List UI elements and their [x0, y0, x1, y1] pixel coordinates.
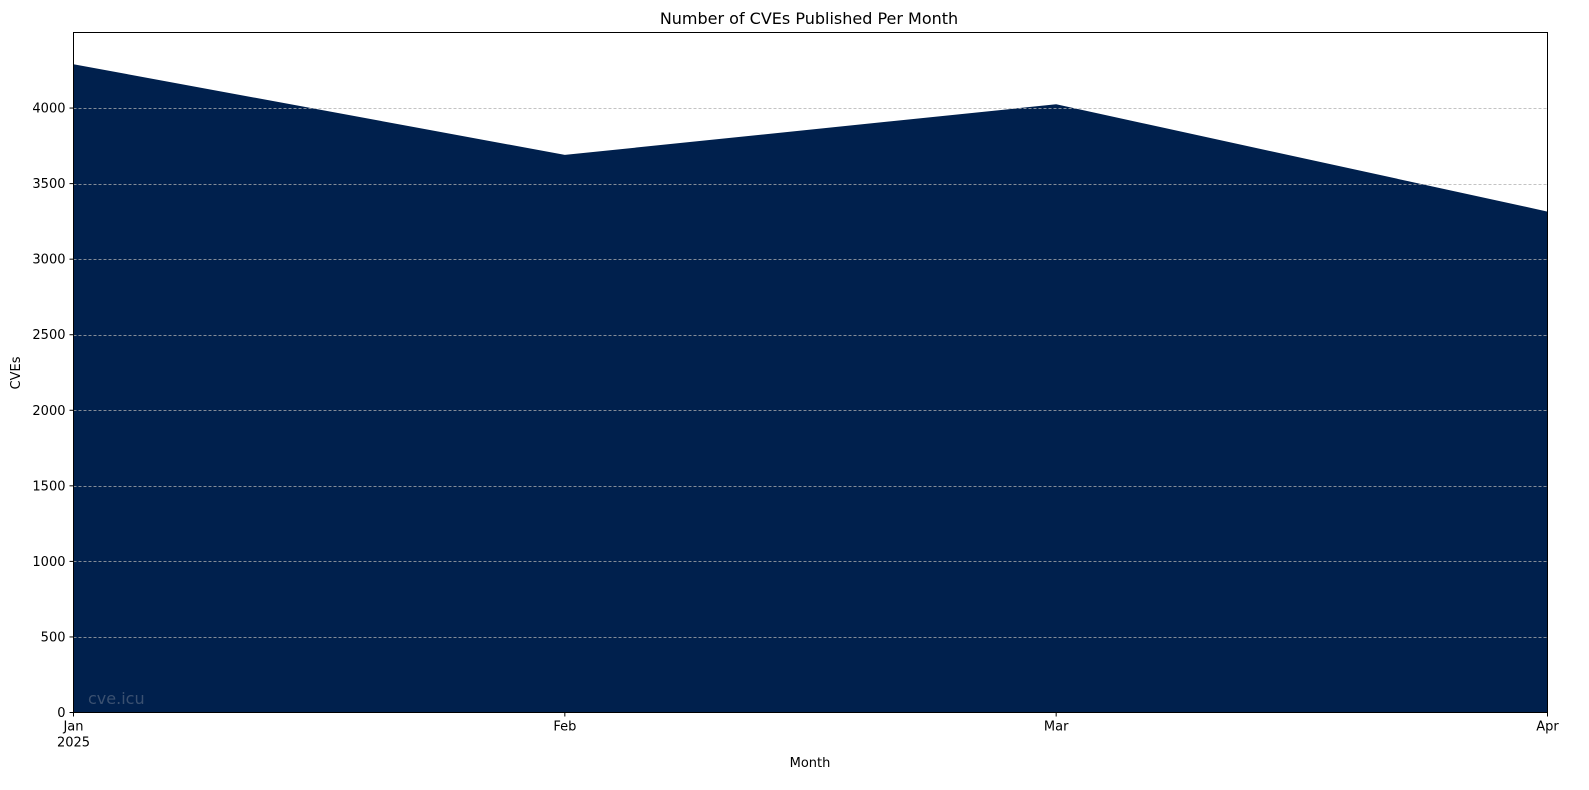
x-axis: Jan Feb Mar Apr 2025	[57, 712, 1559, 751]
area-layer	[73, 64, 1548, 713]
y-tick-label-2500: 2500	[32, 328, 65, 343]
y-tick-label-1500: 1500	[32, 479, 65, 494]
y-tick-label-4000: 4000	[32, 102, 65, 117]
y-tick-label-1000: 1000	[32, 555, 65, 570]
plot-frame	[73, 32, 1548, 713]
area-series-cves	[73, 64, 1548, 713]
y-tick-label-3000: 3000	[32, 253, 65, 268]
x-tick-year-label: 2025	[57, 736, 90, 751]
x-tick-label-apr: Apr	[1536, 720, 1559, 735]
x-tick-label-jan: Jan	[62, 720, 83, 735]
y-tick-label-500: 500	[41, 630, 66, 645]
watermark-text: cve.icu	[88, 689, 145, 708]
y-axis-title: CVEs	[9, 356, 24, 389]
x-tick-label-feb: Feb	[553, 720, 576, 735]
x-axis-title: Month	[790, 756, 831, 771]
x-tick-label-mar: Mar	[1044, 720, 1069, 735]
chart-title: Number of CVEs Published Per Month	[660, 9, 958, 28]
y-tick-label-3500: 3500	[32, 177, 65, 192]
gridlines	[73, 108, 1548, 638]
y-axis: 0 500 1000 1500 2000 2500 3000 3500 4000	[32, 102, 74, 721]
y-tick-label-2000: 2000	[32, 404, 65, 419]
y-tick-label-0: 0	[57, 706, 65, 721]
